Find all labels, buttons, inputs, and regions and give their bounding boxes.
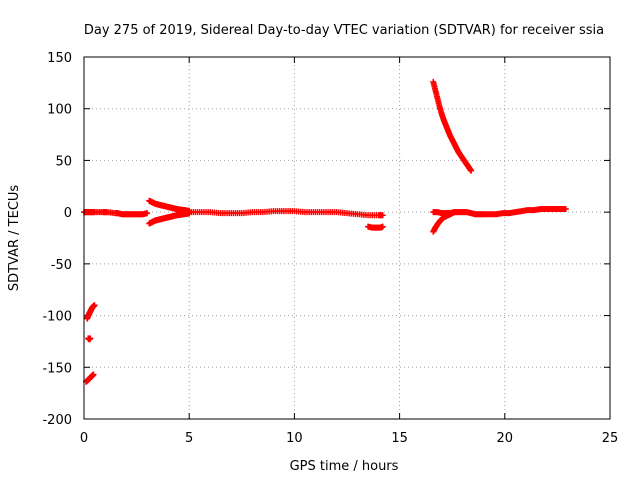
x-tick-label: 20	[497, 431, 514, 446]
x-tick-label: 5	[185, 431, 193, 446]
series-cluster-90	[84, 302, 98, 322]
x-tick-label: 0	[80, 431, 88, 446]
y-axis-label: SDTVAR / TECUs	[7, 185, 22, 292]
x-tick-label: 10	[286, 431, 303, 446]
series-near-zero-16-6-19h	[430, 209, 487, 218]
series-lower-branch-3-5h	[146, 210, 193, 227]
data-point	[379, 223, 386, 230]
x-tick-label: 15	[391, 431, 408, 446]
series-near-zero-5-14h	[186, 208, 386, 219]
series-decay-16-6-18-4h	[430, 78, 475, 174]
series-cluster-160	[83, 371, 97, 385]
y-tick-label: -200	[42, 413, 72, 428]
chart-title: Day 275 of 2019, Sidereal Day-to-day VTE…	[84, 23, 604, 38]
data-point	[90, 371, 97, 378]
data-point	[468, 167, 475, 174]
y-tick-label: -150	[42, 361, 72, 376]
y-tick-label: 50	[55, 154, 72, 169]
axis-ticks: 0 5 10 15 20 25 -200 -150 -100 -50 0 50 100 150	[42, 51, 618, 446]
y-tick-label: 150	[47, 51, 72, 66]
series-segment-15	[365, 223, 386, 231]
x-axis-label: GPS time / hours	[290, 459, 399, 474]
data-point	[379, 212, 386, 219]
grid	[84, 57, 610, 419]
data-point	[562, 206, 569, 213]
data-series	[81, 78, 569, 385]
y-tick-label: 100	[47, 103, 72, 118]
series-cluster-122	[85, 335, 94, 343]
data-point	[144, 210, 151, 217]
y-tick-label: -100	[42, 310, 72, 325]
y-tick-label: -50	[51, 258, 72, 273]
series-upper-branch-3-5h	[146, 197, 193, 214]
data-point	[91, 302, 98, 309]
series-near-zero-early	[81, 209, 151, 218]
data-point	[87, 335, 94, 342]
y-tick-label: 0	[64, 206, 72, 221]
series-near-zero-19-23h	[480, 206, 569, 218]
plot-frame	[83, 56, 611, 420]
x-tick-label: 25	[602, 431, 619, 446]
